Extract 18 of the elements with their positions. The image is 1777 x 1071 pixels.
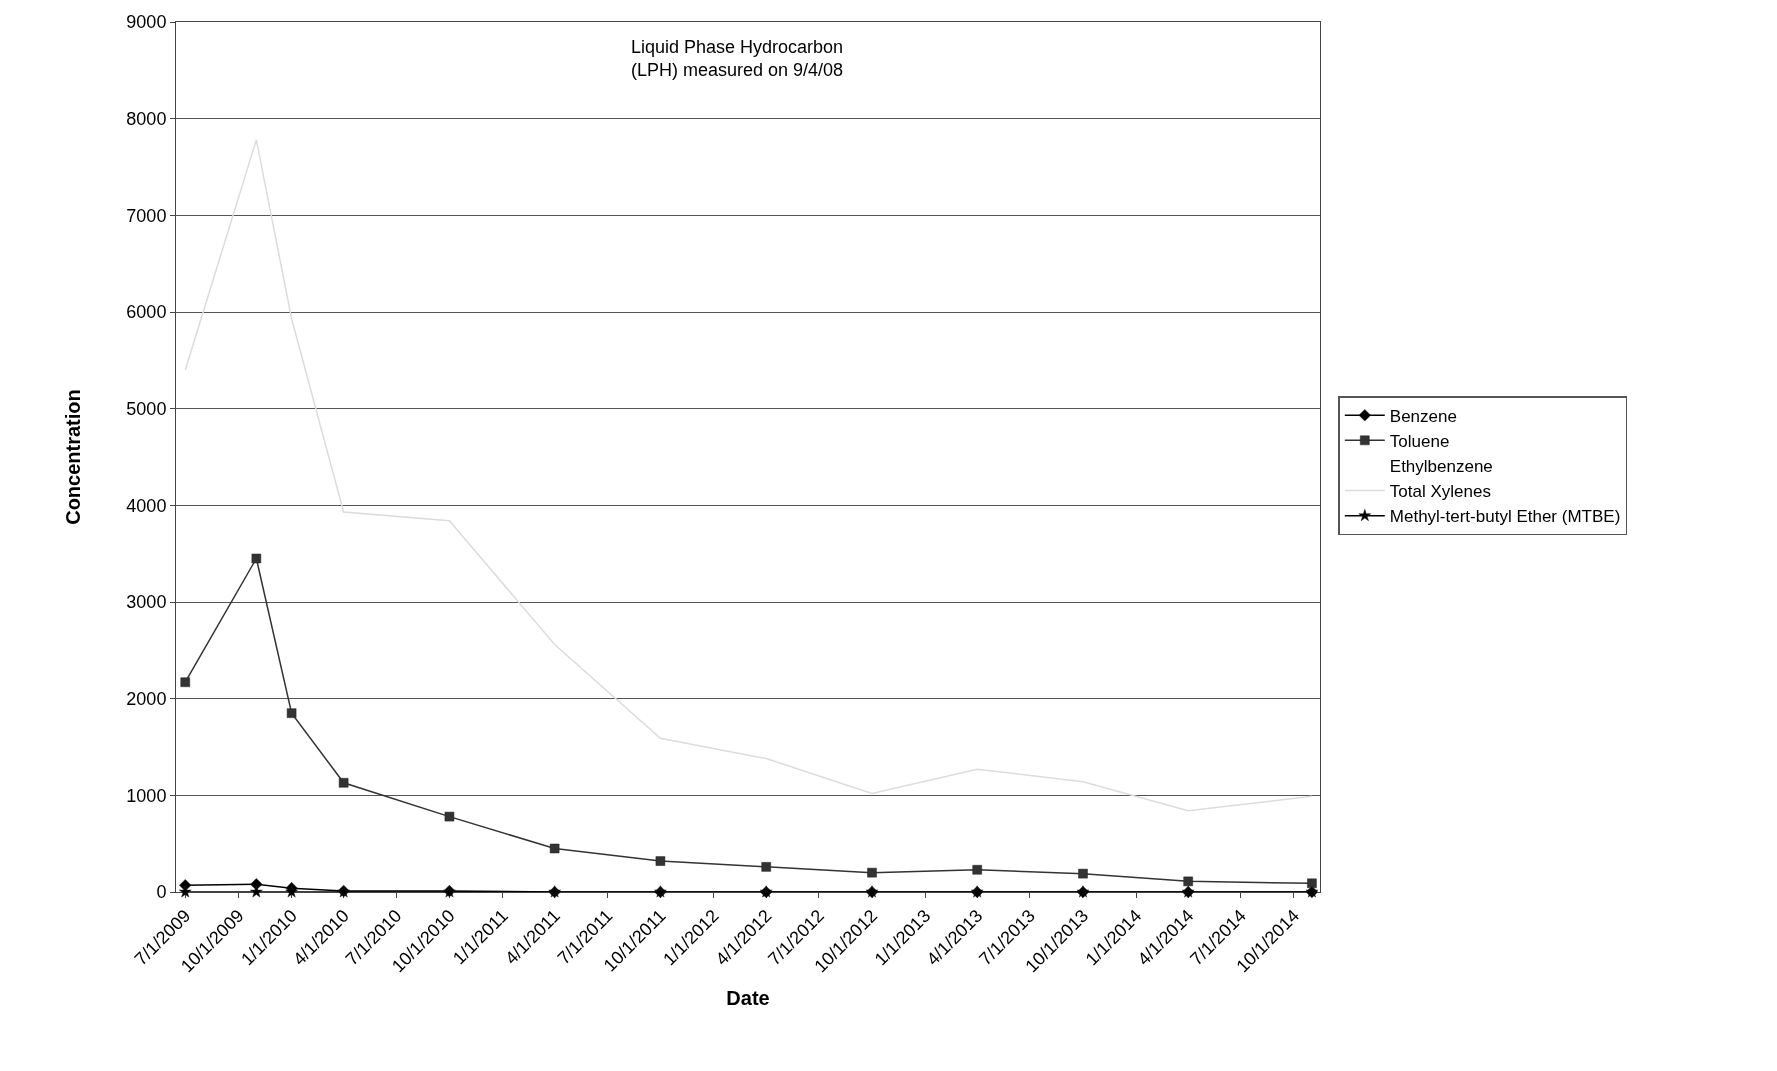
y-tick-label: 9000: [126, 12, 167, 33]
legend-label: Toluene: [1389, 431, 1450, 451]
y-tick-label: 2000: [126, 688, 167, 709]
y-tick-label: 5000: [126, 398, 167, 419]
legend-label: Methyl-tert-butyl Ether (MTBE): [1389, 507, 1621, 527]
legend-label: Total Xylenes: [1389, 482, 1491, 502]
y-tick-label: 8000: [126, 108, 167, 129]
legend-label: Benzene: [1389, 406, 1457, 426]
y-tick-label: 0: [156, 882, 167, 903]
y-tick-label: 7000: [126, 205, 167, 226]
y-tick-label: 1000: [126, 785, 167, 806]
y-tick-label: 4000: [126, 495, 167, 516]
y-tick-label: 6000: [126, 302, 167, 323]
y-axis-title: Concentration: [61, 389, 84, 525]
annotation: Liquid Phase Hydrocarbon (LPH) measured on 9/4/08: [631, 37, 844, 81]
x-axis-title: Date: [726, 986, 770, 1009]
text: Ethylbenzene: [1389, 457, 1493, 477]
y-tick-label: 3000: [126, 592, 167, 613]
